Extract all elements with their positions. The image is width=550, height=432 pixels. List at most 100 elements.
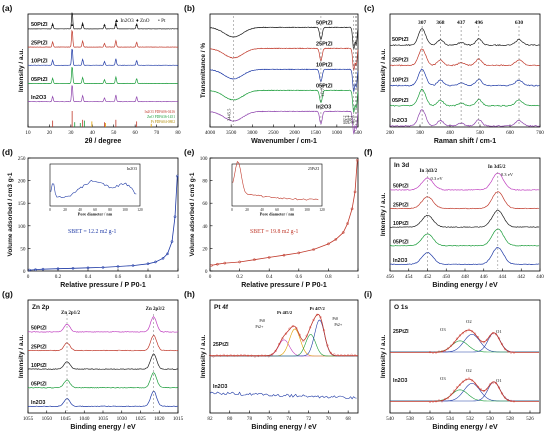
y-axis-label: Intensity / a.u. — [18, 335, 25, 379]
series-label: In2O3 — [316, 104, 331, 110]
x-tick-label: 70 — [326, 416, 332, 422]
peak-marker: ▲ — [135, 22, 139, 27]
shift-annotation: 0.3 eV — [501, 172, 514, 177]
isotherm-point — [34, 268, 37, 271]
plot-frame — [389, 299, 541, 414]
isotherm-point — [355, 158, 359, 162]
peak-marker: ▲ — [103, 22, 107, 27]
x-tick-label: 0 — [209, 274, 212, 280]
inset-tick-label: 60 — [275, 208, 279, 212]
isotherm-point — [56, 267, 60, 271]
inset-legend: 25PtZI — [308, 166, 320, 171]
bet-annotation: SBET = 19.8 m2 g-1 — [250, 229, 299, 235]
x-axis-label: Wavenumber / cm-1 — [251, 138, 317, 145]
x-tick-label: 536 — [426, 416, 434, 422]
x-tick-label: 500 — [476, 130, 484, 136]
x-tick-label: 1030 — [117, 416, 128, 422]
x-tick-label: 448 — [461, 274, 469, 280]
peak-marker: ▲ — [81, 22, 85, 27]
panel-g: (g) Zn 2p 1055 1050 1045 1040 1035 1030 1025 1020… — [2, 289, 184, 431]
plot-frame — [389, 13, 541, 128]
series-label: 50PtZI — [31, 326, 47, 332]
isotherm-point — [341, 231, 345, 234]
inset-tick-label: 120 — [137, 208, 143, 212]
inset-tick-label: 0 — [231, 208, 233, 212]
x-axis-label: Binding energy / eV — [70, 424, 136, 431]
series-In2O3 — [27, 85, 179, 103]
isotherm-point — [216, 262, 219, 266]
peak-annotation: Pt2+ — [255, 324, 264, 329]
y-axis-label: Intensity / a.u. — [380, 193, 387, 237]
series-label: 50PtZI — [31, 22, 48, 28]
x-tick-label: 72 — [306, 416, 312, 422]
series-50PtZI — [210, 26, 359, 51]
series-05PtZI — [209, 89, 359, 114]
panel-title: Pt 4f — [214, 304, 229, 311]
peak-label: 437 — [457, 20, 466, 26]
x-tick-label: 450 — [442, 274, 450, 280]
x-tick-label: 2500 — [268, 130, 279, 136]
x-tick-label: 1015 — [173, 416, 184, 422]
inset-tick-label: 40 — [260, 208, 264, 212]
panel-letter: (c) — [364, 3, 375, 13]
series-label: 50PtZI — [316, 20, 333, 26]
peak-annotation: Pt0 — [259, 318, 265, 323]
series-label: 25PtZI — [31, 344, 47, 350]
isotherm-point — [146, 262, 150, 266]
bet-annotation: SBET = 12.2 m2 g-1 — [68, 229, 117, 235]
x-tick-label: 454 — [405, 274, 413, 280]
series-In2O3 — [209, 110, 359, 135]
x-tick-label: 1500 — [311, 130, 322, 136]
inset-tick-label: 80 — [108, 208, 112, 212]
series-label: 10PtZI — [393, 221, 409, 227]
x-axis-label: Binding energy / eV — [432, 282, 498, 289]
panel-letter: (b) — [184, 3, 195, 13]
x-tick-label: 4000 — [205, 130, 216, 136]
reference-label: ZnO PDF#36-1451 — [147, 115, 175, 119]
x-tick-label: 40 — [90, 130, 96, 136]
x-tick-label: 3000 — [247, 130, 258, 136]
peak-annotation: 538.1 — [349, 115, 353, 124]
y-tick-label: 0 — [205, 269, 208, 275]
fit-component — [390, 383, 539, 402]
x-tick-label: 60 — [133, 130, 139, 136]
x-axis-label: 2θ / degree — [85, 138, 122, 145]
plot-frame — [27, 13, 179, 128]
series-label: In2O3 — [393, 258, 408, 264]
peak-annotation: Pt 4f5/2 — [277, 310, 293, 315]
x-axis-label: Binding energy / eV — [432, 424, 498, 431]
series-In2O3 — [28, 391, 178, 407]
y-tick-label: 150 — [18, 201, 26, 207]
data-point — [336, 354, 339, 357]
series-label: In2O3 — [31, 400, 46, 406]
fit-component — [210, 339, 358, 357]
fit-component — [210, 328, 358, 357]
panel-title: Zn 2p — [32, 304, 49, 311]
y-tick-label: 80 — [202, 179, 208, 185]
series-label: 50PtZI — [392, 37, 409, 43]
x-tick-label: 1055 — [23, 416, 34, 422]
x-tick-label: 456 — [386, 274, 394, 280]
component-label: O1 — [496, 378, 502, 383]
x-tick-label: 82 — [207, 416, 213, 422]
series-In2O3 — [389, 109, 540, 127]
series-label: In2O3 — [393, 378, 408, 384]
panel-letter: (i) — [364, 289, 372, 299]
isotherm-point — [175, 174, 179, 178]
x-tick-label: 78 — [247, 416, 253, 422]
x-tick-label: 700 — [536, 130, 544, 136]
peak-annotation: Pt0 — [332, 316, 338, 321]
x-tick-label: 3500 — [226, 130, 237, 136]
x-tick-label: 76 — [267, 416, 273, 422]
inset-frame — [231, 163, 323, 207]
data-point — [470, 330, 474, 333]
x-axis-label: Relative pressure / P P0-1 — [60, 282, 146, 289]
x-axis-label: Relative pressure / P P0-1 — [241, 282, 327, 289]
x-tick-label: 0.8 — [325, 274, 332, 280]
y-tick-label: 200 — [18, 179, 26, 185]
y-tick-label: 20 — [202, 246, 208, 252]
x-tick-label: 10 — [25, 130, 31, 136]
y-axis-label: Intensity / a.u. — [380, 49, 387, 93]
series-25PtZI — [27, 334, 179, 352]
x-tick-label: 0.8 — [145, 274, 152, 280]
